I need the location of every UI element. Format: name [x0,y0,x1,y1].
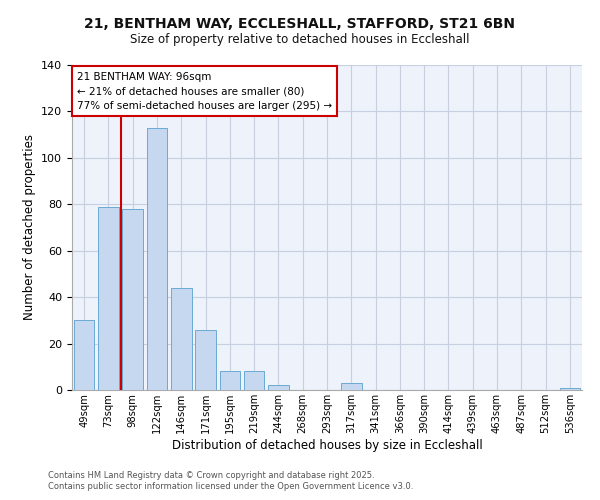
Text: Size of property relative to detached houses in Eccleshall: Size of property relative to detached ho… [130,32,470,46]
Bar [98,206,119,390]
Bar [195,330,216,390]
Text: Contains HM Land Registry data © Crown copyright and database right 2025.: Contains HM Land Registry data © Crown c… [48,471,374,480]
X-axis label: Distribution of detached houses by size in Eccleshall: Distribution of detached houses by size … [172,438,482,452]
Bar [268,386,289,390]
Text: 21, BENTHAM WAY, ECCLESHALL, STAFFORD, ST21 6BN: 21, BENTHAM WAY, ECCLESHALL, STAFFORD, S… [85,18,515,32]
Bar [220,372,240,390]
Bar [244,372,265,390]
Y-axis label: Number of detached properties: Number of detached properties [23,134,35,320]
Bar [171,288,191,390]
Bar [74,320,94,390]
Text: 21 BENTHAM WAY: 96sqm
← 21% of detached houses are smaller (80)
77% of semi-deta: 21 BENTHAM WAY: 96sqm ← 21% of detached … [77,72,332,111]
Bar [341,383,362,390]
Bar [122,209,143,390]
Bar [146,128,167,390]
Text: Contains public sector information licensed under the Open Government Licence v3: Contains public sector information licen… [48,482,413,491]
Bar [560,388,580,390]
